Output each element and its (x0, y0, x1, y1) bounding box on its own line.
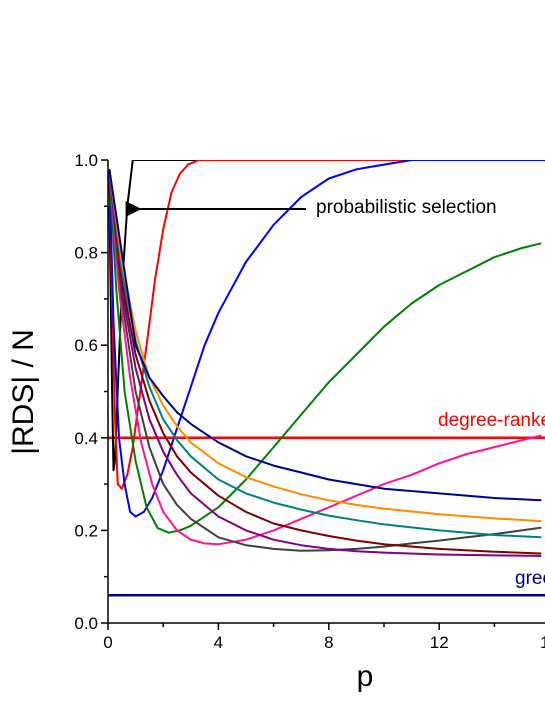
y-tick-label: 0.2 (74, 521, 98, 540)
series-line-5 (108, 169, 542, 546)
series-line-4 (108, 169, 542, 534)
y-tick-label: 0.0 (74, 614, 98, 633)
series-line-10 (108, 169, 542, 523)
x-tick-label: 16 (540, 633, 545, 652)
x-axis-title: p (357, 660, 374, 693)
annotation-greedy: greedy (515, 568, 545, 589)
x-tick-label: 4 (214, 633, 223, 652)
y-axis-title: |RDS| / N (7, 329, 40, 455)
series-line-2 (108, 160, 545, 490)
x-tick-label: 12 (430, 633, 449, 652)
y-tick-label: 0.4 (74, 429, 98, 448)
x-tick-label: 0 (103, 633, 112, 652)
series-line-8 (108, 169, 542, 555)
series-line-3 (108, 160, 545, 518)
y-tick-label: 0.6 (74, 336, 98, 355)
y-tick-label: 0.8 (74, 244, 98, 263)
series-line-11 (108, 169, 542, 502)
series-line-6 (108, 169, 542, 552)
series-line-9 (108, 169, 542, 539)
series-line-7 (108, 169, 542, 557)
annotation-probabilistic-selection: probabilistic selection (316, 197, 497, 218)
y-tick-label: 1.0 (74, 151, 98, 170)
annotation-degree-ranked: degree-ranked (438, 410, 545, 431)
x-tick-label: 8 (324, 633, 333, 652)
